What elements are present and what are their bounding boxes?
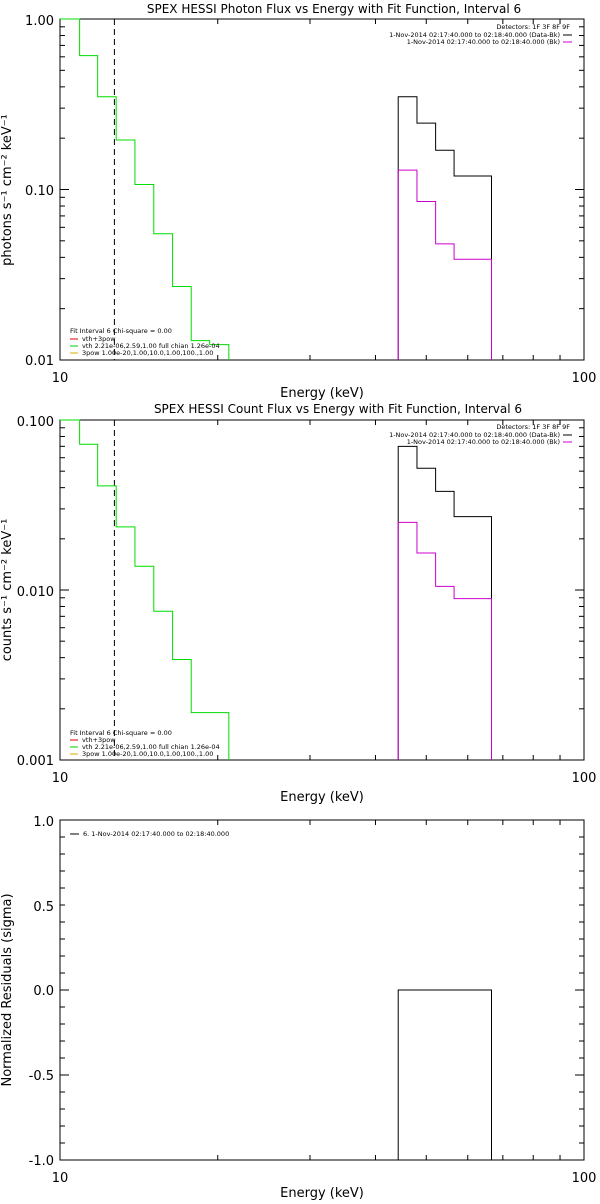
panel3-xtick-label: 100 <box>572 1171 597 1186</box>
panel2-xtick-label: 100 <box>572 771 597 786</box>
panel2-ytick-label: 0.010 <box>17 585 54 600</box>
series-bk-step <box>397 169 492 360</box>
panel2-axis-ticks <box>59 419 585 761</box>
series-data-bk-step <box>397 96 492 360</box>
panel1-legend-entry: 1-Nov-2014 02:17:40.000 to 02:18:40.000 … <box>389 31 560 39</box>
panel3-ylabel: Normalized Residuals (sigma) <box>0 893 15 1086</box>
panel3-xlabel: Energy (keV) <box>280 1186 364 1200</box>
panel3-ytick-label: 0.5 <box>33 900 54 915</box>
panel2-fit-entry: vth 2.21e-06,2.59,1.00 full chian 1.26e-… <box>82 743 220 751</box>
panel3-ytick-label: -0.5 <box>29 1069 54 1084</box>
panel2-xtick-label: 10 <box>52 771 69 786</box>
photon-flux-panel: SPEX HESSI Photon Flux vs Energy with Fi… <box>0 2 596 401</box>
panel1-xlabel: Energy (keV) <box>280 386 364 401</box>
panel1-fit-entry: vth+3pow <box>82 335 116 343</box>
panel1-frame <box>59 18 585 361</box>
panel2-ytick-label: 0.100 <box>17 415 54 430</box>
panel2-series <box>60 419 492 760</box>
panel3-legend-entry: 6. 1-Nov-2014 02:17:40.000 to 02:18:40.0… <box>83 830 229 838</box>
series-fit-step <box>60 18 230 360</box>
panel1-fit-entry: vth 2.21e-06,2.59,1.00 full chian 1.26e-… <box>82 342 220 350</box>
panel1-legend-entry: 1-Nov-2014 02:17:40.000 to 02:18:40.000 … <box>407 38 560 46</box>
panel3-xtick-label: 10 <box>52 1171 69 1186</box>
panel2-legend-entry: 1-Nov-2014 02:17:40.000 to 02:18:40.000 … <box>389 431 560 439</box>
panel1-legend-fit: Fit Interval 6 Chi-square = 0.00 vth+3po… <box>70 327 220 357</box>
series-bk-step <box>397 521 492 760</box>
panel3-legend: 6. 1-Nov-2014 02:17:40.000 to 02:18:40.0… <box>70 830 229 838</box>
panel1-legend-detectors: Detectors: 1F 3F 8F 9F 1-Nov-2014 02:17:… <box>389 23 572 46</box>
panel1-xtick-label: 100 <box>572 371 597 386</box>
panel1-fit-header: Fit Interval 6 Chi-square = 0.00 <box>70 327 172 335</box>
panel1-ytick-label: 0.01 <box>25 354 54 369</box>
panel1-xtick-label: 10 <box>52 371 69 386</box>
panel2-ylabel: counts s⁻¹ cm⁻² keV⁻¹ <box>0 519 15 662</box>
count-flux-panel: SPEX HESSI Count Flux vs Energy with Fit… <box>0 402 596 805</box>
panel2-ytick-label: 0.001 <box>17 754 54 769</box>
panel2-fit-header: Fit Interval 6 Chi-square = 0.00 <box>70 729 172 737</box>
residuals-panel: 1.0 0.5 0.0 -0.5 -1.0 10 100 Energy (keV… <box>0 815 597 1201</box>
panel3-ytick-label: -1.0 <box>29 1154 54 1169</box>
panel1-fit-entry: 3pow 1.00e-20,1.00,10.0,1.00,100.,1.00 <box>82 349 213 357</box>
panel1-ytick-label: 1.00 <box>25 14 54 29</box>
panel3-frame <box>59 819 585 1161</box>
panel1-axis-ticks <box>59 18 585 361</box>
panel2-fit-entry: 3pow 1.00e-20,1.00,10.0,1.00,100.,1.00 <box>82 750 213 758</box>
panel2-frame <box>59 419 585 761</box>
panel2-legend-detectors: Detectors: 1F 3F 8F 9F 1-Nov-2014 02:17:… <box>389 423 572 446</box>
series-fit-step <box>60 419 230 760</box>
panel3-series <box>397 989 492 1160</box>
panel2-fit-entry: vth+3pow <box>82 736 116 744</box>
panel3-axis-ticks <box>59 819 585 1161</box>
panel2-legend-entry: 1-Nov-2014 02:17:40.000 to 02:18:40.000 … <box>407 438 560 446</box>
panel2-legend-header: Detectors: 1F 3F 8F 9F <box>496 423 570 431</box>
panel1-legend-header: Detectors: 1F 3F 8F 9F <box>496 23 570 31</box>
panel3-ytick-label: 1.0 <box>33 815 54 830</box>
panel2-legend-fit: Fit Interval 6 Chi-square = 0.00 vth+3po… <box>70 729 220 758</box>
series-residual-step <box>397 989 492 1160</box>
panel1-series <box>60 18 492 360</box>
panel2-xlabel: Energy (keV) <box>280 790 364 805</box>
panel2-title: SPEX HESSI Count Flux vs Energy with Fit… <box>154 402 522 416</box>
panel1-title: SPEX HESSI Photon Flux vs Energy with Fi… <box>147 2 521 16</box>
series-data-bk-step <box>397 445 492 760</box>
panel1-ylabel: photons s⁻¹ cm⁻² keV⁻¹ <box>0 114 15 266</box>
panel1-ytick-label: 0.10 <box>25 184 54 199</box>
panel3-ytick-label: 0.0 <box>33 984 54 999</box>
